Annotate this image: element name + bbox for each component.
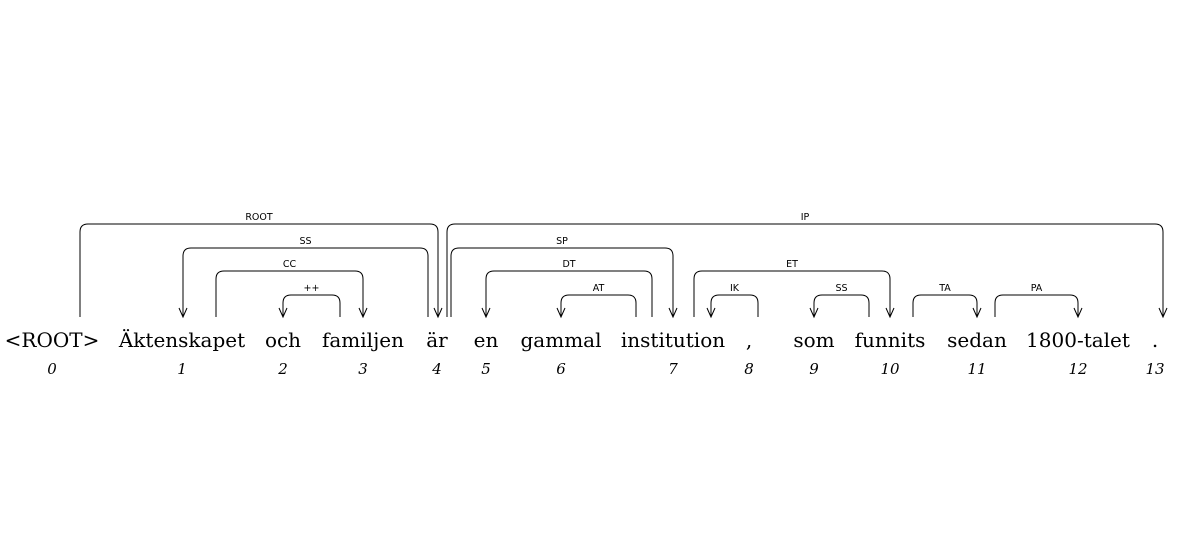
arc-10-8: IK	[707, 283, 758, 317]
arc-4-7: SP	[451, 236, 677, 317]
arc-label: PA	[1031, 283, 1043, 294]
arc-7-5: DT	[482, 259, 652, 317]
token-index-10: 10	[880, 360, 900, 378]
arc-line	[216, 271, 363, 317]
token-7: institution	[621, 328, 725, 352]
token-index-9: 9	[809, 360, 819, 378]
token-9: som	[793, 328, 834, 352]
arc-label: IP	[801, 212, 810, 223]
arc-label: ++	[304, 283, 320, 294]
token-1: Äktenskapet	[118, 328, 245, 352]
token-6: gammal	[521, 328, 602, 352]
arc-line	[561, 295, 636, 317]
token-index-4: 4	[431, 360, 442, 378]
token-13: .	[1152, 328, 1158, 352]
token-index-row: 0 1 2 3 4 5 6 7 8 9 10 11 12 13	[47, 360, 1164, 378]
dependency-arcs: ROOT IP SS CC ++ SP DT AT ET IK SS TA PA	[80, 212, 1167, 317]
token-12: 1800-talet	[1026, 328, 1130, 352]
token-index-5: 5	[481, 360, 491, 378]
token-5: en	[474, 328, 499, 352]
arc-label: ROOT	[245, 212, 273, 223]
arc-10-9: SS	[810, 283, 869, 317]
token-index-0: 0	[47, 360, 57, 378]
arc-label: AT	[593, 283, 605, 294]
token-8: ,	[746, 328, 752, 352]
token-0: <ROOT>	[5, 328, 100, 352]
token-index-1: 1	[177, 360, 187, 378]
token-index-13: 13	[1145, 360, 1164, 378]
arc-label: IK	[730, 283, 740, 294]
arc-1-3: CC	[216, 259, 367, 317]
arc-label: SS	[835, 283, 847, 294]
token-11: sedan	[947, 328, 1007, 352]
arc-line	[995, 295, 1078, 317]
arc-line	[711, 295, 758, 317]
arc-label: CC	[283, 259, 297, 270]
token-index-2: 2	[277, 360, 288, 378]
token-3: familjen	[322, 328, 404, 352]
token-index-6: 6	[556, 360, 566, 378]
arc-7-6: AT	[557, 283, 636, 317]
arc-3-2: ++	[279, 283, 340, 317]
arc-11-10: TA	[913, 283, 981, 317]
arc-line	[486, 271, 652, 317]
token-row: <ROOT> Äktenskapet och familjen är en ga…	[5, 328, 1159, 352]
token-index-3: 3	[358, 360, 368, 378]
token-4: är	[426, 328, 448, 352]
token-2: och	[265, 328, 301, 352]
token-index-12: 12	[1068, 360, 1087, 378]
arc-0-4: ROOT	[80, 212, 442, 317]
token-index-8: 8	[744, 360, 754, 378]
arc-line	[814, 295, 869, 317]
arc-11-12: PA	[995, 283, 1082, 317]
arc-label: ET	[786, 259, 798, 270]
token-10: funnits	[855, 328, 926, 352]
arc-7-10: ET	[694, 259, 894, 317]
arc-line	[913, 295, 977, 317]
token-index-7: 7	[668, 360, 678, 378]
arc-label: SS	[299, 236, 311, 247]
arc-label: DT	[562, 259, 575, 270]
token-index-11: 11	[967, 360, 986, 378]
arc-line	[694, 271, 890, 317]
arc-label: SP	[556, 236, 568, 247]
arc-label: TA	[938, 283, 951, 294]
arc-4-13: IP	[447, 212, 1167, 317]
arc-line	[283, 295, 340, 317]
